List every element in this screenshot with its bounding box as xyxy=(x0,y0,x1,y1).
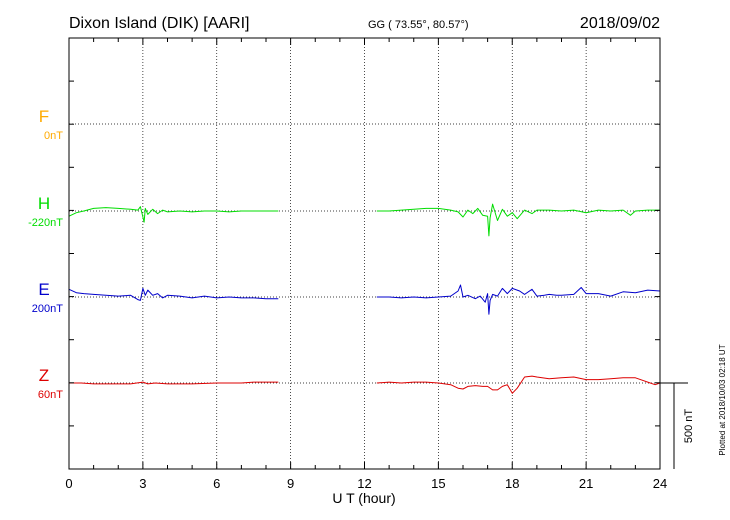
series-line-e xyxy=(68,287,279,301)
series-group xyxy=(68,203,661,394)
scale-bar-label: 500 nT xyxy=(683,409,695,444)
x-tick-label: 3 xyxy=(139,476,146,491)
plot-frame xyxy=(68,37,661,470)
x-tick-label: 9 xyxy=(287,476,294,491)
series-line-z xyxy=(69,381,279,385)
x-tick-label: 18 xyxy=(505,476,519,491)
channel-labels: F 0nT H -220nT E 200nT Z 60nT xyxy=(28,107,63,401)
plotted-timestamp: Plotted at 2018/10/03 02:18 UT xyxy=(718,344,727,455)
station-coordinates: GG ( 73.55°, 80.57°) xyxy=(368,19,469,31)
x-tick-label: 15 xyxy=(431,476,445,491)
channel-baseline-f: 0nT xyxy=(44,130,63,142)
grid xyxy=(69,38,660,469)
series-line-z xyxy=(376,375,661,394)
channel-baseline-h: -220nT xyxy=(28,217,63,229)
x-tick-label: 12 xyxy=(357,476,371,491)
channel-baseline-z: 60nT xyxy=(38,389,63,401)
channel-baseline-e: 200nT xyxy=(32,303,63,315)
channel-name-z: Z xyxy=(39,366,49,385)
station-title: Dixon Island (DIK) [AARI] xyxy=(69,15,250,32)
x-axis-label: U T (hour) xyxy=(332,490,395,506)
scale-bar: 500 nT xyxy=(660,382,695,469)
plot-date: 2018/09/02 xyxy=(580,15,660,32)
x-axis-ticks: 0 3 6 9 12 15 18 21 24 xyxy=(65,37,667,491)
x-tick-label: 6 xyxy=(213,476,220,491)
x-tick-label: 21 xyxy=(579,476,593,491)
x-tick-label: 24 xyxy=(653,476,667,491)
series-line-h xyxy=(68,206,279,223)
channel-name-h: H xyxy=(38,194,50,213)
channel-name-f: F xyxy=(39,107,49,126)
series-line-h xyxy=(376,203,660,237)
series-line-e xyxy=(376,284,661,315)
x-tick-label: 0 xyxy=(65,476,72,491)
channel-name-e: E xyxy=(38,280,49,299)
